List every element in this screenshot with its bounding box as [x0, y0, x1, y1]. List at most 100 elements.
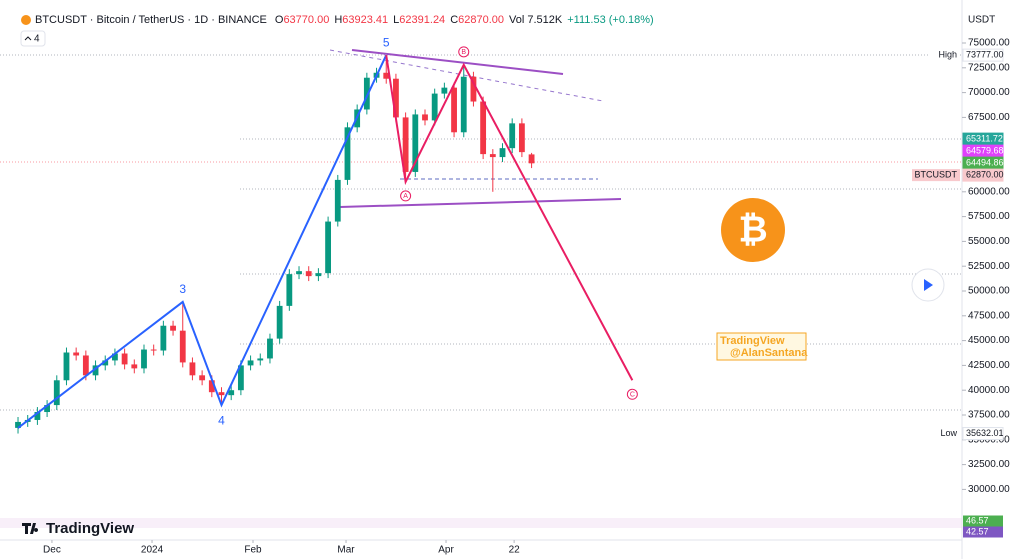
candle-body	[305, 271, 312, 277]
candle-body	[131, 364, 138, 369]
trend-line-upper	[351, 49, 564, 75]
wave-label: C	[630, 392, 635, 399]
candle-body	[15, 421, 21, 428]
y-tick-label: 45000.00	[968, 335, 1010, 346]
y-tick-label: 42500.00	[968, 360, 1010, 371]
currency-label: USDT	[968, 15, 995, 26]
y-tick-label: 40000.00	[968, 385, 1010, 396]
brand-icon	[22, 523, 39, 534]
candle-body	[218, 392, 225, 396]
candle-body	[286, 274, 293, 306]
ohlc-value: 62391.24	[399, 14, 445, 26]
rsi-tag	[963, 515, 1003, 527]
wave-line	[385, 54, 634, 381]
candle-body	[121, 353, 128, 365]
trend-line-lower	[339, 198, 622, 208]
candle-body	[208, 380, 215, 393]
price-tag	[962, 427, 1004, 441]
ohlc-value: 63770.00	[283, 14, 329, 26]
symbol-icon	[21, 15, 31, 25]
x-axis: Dec 2024 Feb Mar Apr 22	[43, 540, 520, 556]
candle-body	[82, 355, 89, 376]
price-tag	[962, 168, 1004, 182]
ohlc-value: 62870.00	[458, 14, 504, 26]
price-tags: 73777.00 High 65311.72 64579.68 64494.86 6287…	[912, 48, 1004, 538]
candle-body	[296, 271, 302, 275]
volume: Vol 7.512K	[509, 14, 563, 26]
brand-name: TradingView	[46, 520, 134, 537]
candle-body	[393, 78, 399, 118]
y-tick-label: 75000.00	[968, 38, 1010, 49]
candle-body	[518, 123, 525, 153]
candle-body	[480, 101, 487, 155]
y-tick-label: 60000.00	[968, 186, 1010, 197]
wave-label: 3	[179, 282, 186, 296]
watermark-line: TradingView	[720, 335, 785, 347]
candle-body	[528, 154, 535, 164]
rsi-tag	[963, 526, 1003, 538]
candle-body	[412, 114, 419, 172]
price-tag-name: High	[938, 50, 957, 60]
scroll-button-arrow[interactable]	[924, 279, 933, 291]
header-text: BTCUSDT · Bitcoin / TetherUS · 1D · BINA…	[35, 14, 654, 26]
y-tick-label: 72500.00	[968, 62, 1010, 73]
bitcoin-logo	[721, 198, 785, 262]
price-tag-label: 35632.01	[966, 428, 1004, 438]
candle-body	[112, 353, 118, 361]
y-tick-label: 67500.00	[968, 112, 1010, 123]
candle-body	[44, 405, 50, 413]
header: BTCUSDT · Bitcoin / TetherUS · 1D · BINA…	[20, 14, 654, 47]
rsi-tag-label: 46.57	[966, 515, 989, 525]
candle-body	[228, 390, 235, 396]
symbol-name: BTCUSDT · Bitcoin / TetherUS · 1D · BINA…	[35, 14, 267, 26]
wave-label: 4	[218, 413, 225, 427]
candles	[15, 55, 535, 434]
indicator-toggle[interactable]	[20, 30, 46, 47]
y-tick-label: 50000.00	[968, 286, 1010, 297]
wave-badge	[400, 190, 412, 202]
candle-body	[276, 305, 283, 339]
candle-body	[344, 127, 351, 180]
watermark-box	[716, 332, 807, 361]
candle-body	[315, 273, 322, 277]
ohlc-label: O	[275, 14, 284, 26]
candle-body	[170, 325, 176, 331]
watermark-line: @AlanSantana	[730, 347, 808, 359]
y-tick-label: 30000.00	[968, 484, 1010, 495]
candle-body	[53, 380, 60, 406]
chevron[interactable]	[24, 36, 32, 41]
candle-body	[199, 375, 206, 381]
candle-body	[150, 349, 157, 351]
price-tag-name: Low	[940, 428, 957, 438]
y-tick-label: 55000.00	[968, 236, 1010, 247]
candle-body	[334, 179, 341, 222]
rsi-band	[0, 518, 962, 528]
candle-body	[141, 349, 147, 369]
scroll-button[interactable]	[911, 268, 945, 302]
y-tick-label: 47500.00	[968, 310, 1010, 321]
bitcoin-symbol: ₿	[738, 209, 767, 250]
price-tag-label: 73777.00	[966, 50, 1004, 60]
price-tag-label: 64494.86	[966, 157, 1004, 167]
indicator-count[interactable]: 4	[34, 34, 40, 45]
waves: 3 4 5 A B C	[17, 35, 638, 429]
candle-body	[247, 360, 254, 366]
price-tag-label: 64579.68	[966, 145, 1004, 155]
ohlc-value: 63923.41	[342, 14, 388, 26]
candle-body	[189, 362, 196, 376]
candle-body	[422, 114, 428, 121]
price-tag-name-bg	[936, 427, 960, 440]
candle-body	[102, 360, 109, 366]
price-tag-label: 65311.72	[966, 133, 1003, 143]
candle-body	[431, 93, 438, 121]
x-tick-label: Dec	[43, 545, 61, 556]
drawings	[0, 49, 962, 528]
change: +111.53 (+0.18%)	[567, 14, 653, 26]
y-tick-label: 37500.00	[968, 410, 1010, 421]
y-tick-label: 70000.00	[968, 87, 1010, 98]
price-tag-name: BTCUSDT	[915, 169, 958, 179]
candle-body	[325, 221, 332, 274]
price-tag-name-bg	[912, 169, 960, 182]
